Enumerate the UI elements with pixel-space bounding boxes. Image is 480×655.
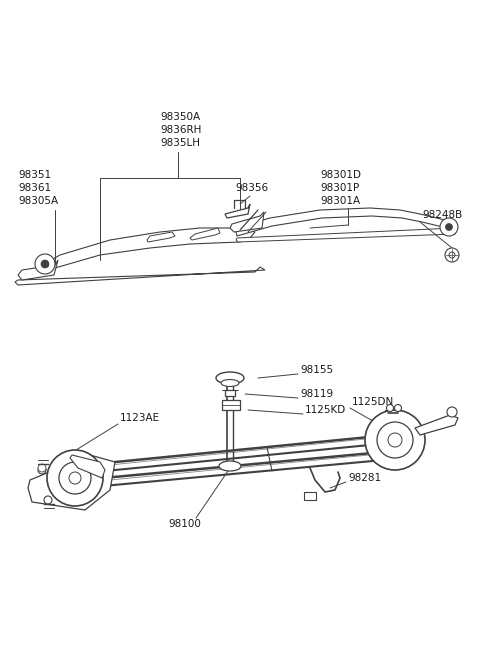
- Bar: [304, 492, 316, 500]
- Circle shape: [35, 254, 55, 274]
- Text: 98119: 98119: [300, 389, 333, 399]
- Polygon shape: [230, 212, 264, 232]
- Circle shape: [445, 248, 459, 262]
- Text: 98100: 98100: [168, 519, 201, 529]
- Text: 1123AE: 1123AE: [120, 413, 160, 423]
- Polygon shape: [28, 228, 255, 275]
- Text: 98350A
9836RH
9835LH: 98350A 9836RH 9835LH: [160, 112, 202, 148]
- Circle shape: [445, 223, 453, 231]
- Circle shape: [38, 466, 46, 474]
- Circle shape: [377, 422, 413, 458]
- Text: 98155: 98155: [300, 365, 333, 375]
- Circle shape: [365, 410, 425, 470]
- Polygon shape: [190, 228, 220, 240]
- Text: 98356: 98356: [235, 183, 268, 193]
- Polygon shape: [415, 415, 458, 435]
- Text: 98248B: 98248B: [422, 210, 462, 220]
- Circle shape: [69, 472, 81, 484]
- Text: 98301D
98301P
98301A: 98301D 98301P 98301A: [320, 170, 361, 206]
- Circle shape: [386, 405, 394, 411]
- Circle shape: [395, 405, 401, 411]
- Text: 98281: 98281: [348, 473, 381, 483]
- Polygon shape: [70, 455, 105, 478]
- Circle shape: [47, 450, 103, 506]
- Text: 1125DN: 1125DN: [352, 397, 394, 407]
- Polygon shape: [28, 455, 115, 510]
- Polygon shape: [235, 208, 455, 236]
- Circle shape: [38, 464, 46, 472]
- Polygon shape: [18, 260, 58, 280]
- Circle shape: [447, 407, 457, 417]
- Ellipse shape: [216, 372, 244, 384]
- Polygon shape: [147, 232, 175, 242]
- Circle shape: [440, 218, 458, 236]
- Ellipse shape: [221, 379, 239, 386]
- Polygon shape: [225, 204, 250, 218]
- Circle shape: [41, 260, 49, 268]
- Polygon shape: [15, 267, 265, 285]
- Circle shape: [59, 462, 91, 494]
- Circle shape: [388, 433, 402, 447]
- Bar: [225, 390, 235, 396]
- Circle shape: [44, 496, 52, 504]
- Bar: [222, 400, 240, 410]
- Text: 98351
98361
98305A: 98351 98361 98305A: [18, 170, 58, 206]
- Ellipse shape: [219, 461, 241, 471]
- Polygon shape: [236, 228, 456, 242]
- Circle shape: [449, 252, 455, 258]
- Text: 1125KD: 1125KD: [305, 405, 346, 415]
